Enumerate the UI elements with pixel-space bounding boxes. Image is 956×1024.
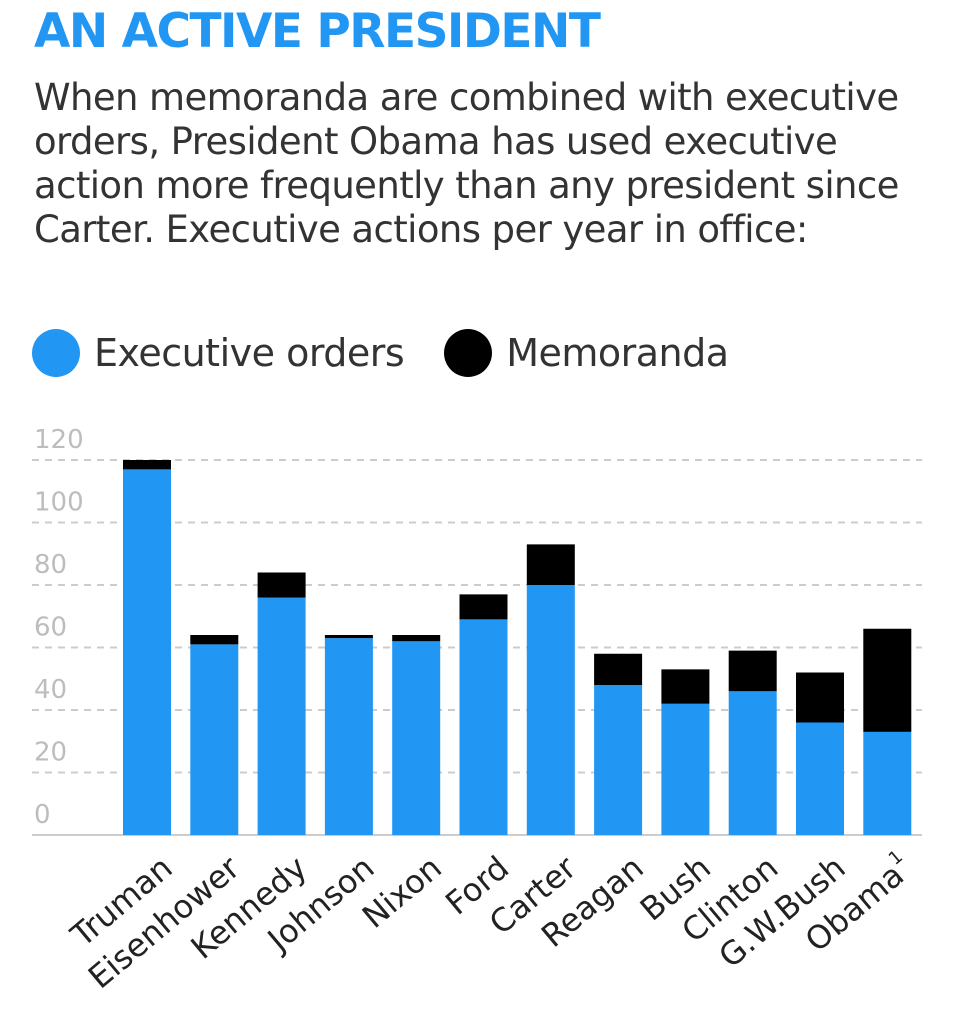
x-tick-label-group: Nixon bbox=[355, 848, 449, 935]
bar-memoranda bbox=[392, 635, 441, 642]
y-tick-label: 20 bbox=[34, 738, 67, 768]
legend: Executive orders Memoranda bbox=[32, 327, 769, 379]
bar-executive-orders bbox=[257, 597, 306, 835]
bar-memoranda bbox=[459, 594, 508, 620]
chart-title: AN ACTIVE PRESIDENT bbox=[34, 4, 601, 59]
bar-executive-orders bbox=[459, 619, 508, 835]
bar-executive-orders bbox=[661, 703, 710, 835]
footnote-mark: 1 bbox=[885, 846, 907, 869]
bar-memoranda bbox=[594, 653, 643, 685]
bar-executive-orders bbox=[190, 644, 239, 835]
chart-subtitle: When memoranda are combined with executi… bbox=[34, 76, 899, 251]
bar-executive-orders bbox=[796, 722, 844, 835]
legend-item-orders: Executive orders bbox=[32, 329, 405, 377]
bar-executive-orders bbox=[324, 638, 373, 835]
bar-memoranda bbox=[728, 650, 777, 692]
legend-swatch-orders bbox=[32, 329, 80, 377]
legend-swatch-memoranda bbox=[444, 329, 493, 377]
legend-label-orders: Executive orders bbox=[94, 331, 405, 375]
bar-memoranda bbox=[190, 635, 239, 645]
bar-executive-orders bbox=[728, 691, 777, 835]
y-tick-label: 120 bbox=[34, 425, 84, 455]
bar-executive-orders bbox=[526, 585, 575, 835]
y-tick-label: 80 bbox=[34, 550, 67, 580]
legend-label-memoranda: Memoranda bbox=[506, 331, 729, 375]
bar-memoranda bbox=[526, 544, 575, 585]
y-tick-label: 0 bbox=[34, 800, 51, 830]
x-tick-label: Nixon bbox=[355, 848, 449, 935]
y-tick-label: 100 bbox=[34, 488, 84, 518]
bar-executive-orders bbox=[863, 731, 912, 835]
bar-memoranda bbox=[796, 672, 844, 723]
bar-executive-orders bbox=[123, 469, 171, 835]
bar-chart: 020406080100120TrumanEisenhowerKennedyJo… bbox=[32, 425, 922, 996]
y-tick-label: 60 bbox=[34, 613, 67, 643]
legend-item-memoranda: Memoranda bbox=[444, 329, 729, 377]
y-tick-label: 40 bbox=[34, 675, 67, 705]
bar-executive-orders bbox=[594, 685, 643, 835]
bar-memoranda bbox=[324, 635, 373, 639]
bar-memoranda bbox=[863, 628, 912, 732]
bar-memoranda bbox=[123, 460, 171, 470]
bar-memoranda bbox=[661, 669, 710, 704]
bar-executive-orders bbox=[392, 641, 441, 835]
bar-memoranda bbox=[257, 572, 306, 598]
